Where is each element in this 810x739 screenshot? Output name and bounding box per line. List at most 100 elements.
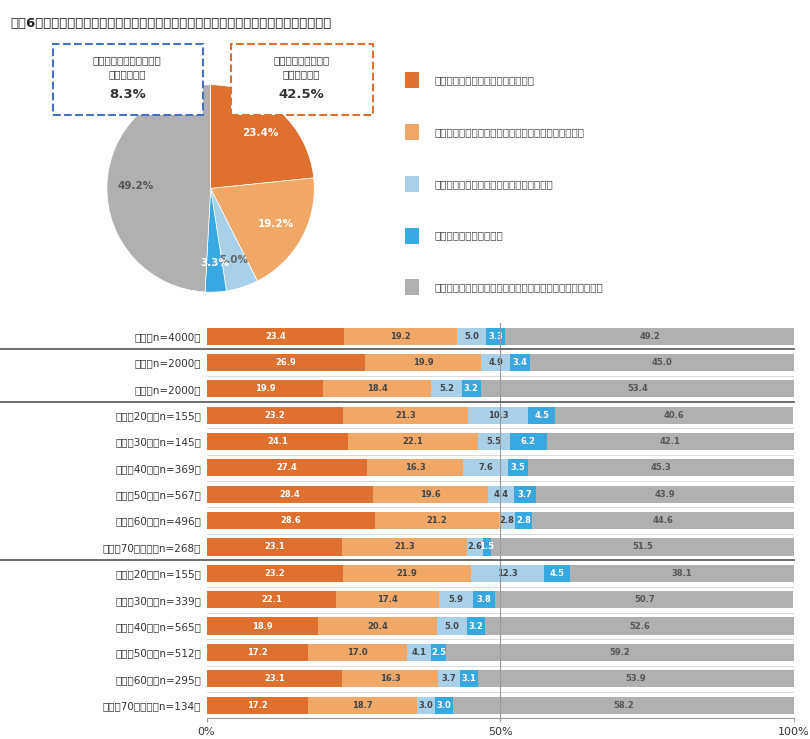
Bar (488, 486, 514, 503)
Bar (555, 406, 793, 423)
Bar (207, 381, 323, 398)
Wedge shape (211, 188, 258, 291)
Text: 43.9: 43.9 (654, 490, 676, 499)
Text: 17.2: 17.2 (247, 701, 267, 709)
Bar (207, 460, 368, 477)
Text: 3.0: 3.0 (437, 701, 451, 709)
Text: 27.4: 27.4 (277, 463, 297, 472)
Text: 23.1: 23.1 (264, 542, 285, 551)
Bar (467, 539, 483, 556)
Text: 3.7: 3.7 (441, 674, 456, 684)
Bar (207, 618, 318, 635)
Bar (417, 697, 435, 714)
Text: 5.9: 5.9 (449, 595, 463, 605)
Bar (438, 591, 473, 608)
Text: 7.6: 7.6 (478, 463, 493, 472)
Bar (405, 279, 419, 296)
Text: 3.1: 3.1 (462, 674, 476, 684)
Text: 19.9: 19.9 (412, 358, 433, 367)
Text: 17.2: 17.2 (247, 648, 267, 657)
Bar (528, 406, 555, 423)
Bar (342, 539, 467, 556)
Bar (547, 433, 794, 450)
Bar (510, 433, 547, 450)
Text: 8.3%: 8.3% (109, 88, 146, 101)
Bar (207, 327, 344, 344)
Bar (207, 512, 374, 529)
Bar (207, 354, 364, 371)
Text: 6.2: 6.2 (521, 437, 536, 446)
Text: 59.2: 59.2 (610, 648, 630, 657)
Text: 17.0: 17.0 (347, 648, 368, 657)
Text: 2.6: 2.6 (467, 542, 483, 551)
Text: と回答した人: と回答した人 (109, 69, 146, 79)
Bar (570, 565, 794, 582)
Bar (481, 354, 510, 371)
Text: オンラインで参加したい: オンラインで参加したい (93, 55, 161, 66)
Bar (435, 697, 453, 714)
Bar (510, 354, 530, 371)
Text: 3.5: 3.5 (510, 463, 526, 472)
Text: 45.3: 45.3 (651, 463, 671, 472)
Bar (486, 327, 505, 344)
Text: 21.2: 21.2 (426, 516, 447, 525)
Text: 21.3: 21.3 (394, 542, 415, 551)
Bar (405, 124, 419, 140)
Bar (544, 565, 570, 582)
Text: 1.5: 1.5 (480, 542, 494, 551)
Bar (323, 381, 432, 398)
Text: 16.3: 16.3 (405, 463, 426, 472)
Text: 23.4: 23.4 (265, 332, 286, 341)
Text: 3.7: 3.7 (518, 490, 532, 499)
Bar (536, 486, 794, 503)
Text: 5.2: 5.2 (439, 384, 454, 393)
Text: 2.8: 2.8 (516, 516, 531, 525)
Bar (496, 591, 793, 608)
Text: 3.2: 3.2 (464, 384, 479, 393)
Bar (515, 512, 532, 529)
Bar (499, 512, 515, 529)
Bar (508, 460, 528, 477)
Text: 23.1: 23.1 (264, 674, 285, 684)
Bar (207, 644, 308, 661)
Bar (348, 433, 478, 450)
Text: 図表6「あなたは、これから忘年会や新年会があったら、参加したいですか。」への回答: 図表6「あなたは、これから忘年会や新年会があったら、参加したいですか。」への回答 (11, 17, 332, 30)
Bar (463, 460, 508, 477)
Text: 4.9: 4.9 (488, 358, 503, 367)
Wedge shape (107, 85, 211, 292)
Bar (407, 644, 432, 661)
Text: 3.2: 3.2 (469, 621, 484, 630)
Text: 26.9: 26.9 (275, 358, 296, 367)
Bar (432, 381, 462, 398)
Text: 16.3: 16.3 (380, 674, 400, 684)
Text: 対面型（オフライン）でも、オンラインでも参加したくない: 対面型（オフライン）でも、オンラインでも参加したくない (434, 282, 603, 293)
Text: オンラインで参加したい: オンラインで参加したい (434, 231, 503, 241)
Bar (446, 644, 794, 661)
Text: 50.7: 50.7 (634, 595, 654, 605)
Text: 19.2%: 19.2% (258, 219, 294, 229)
Bar (473, 591, 496, 608)
Text: どちらかといえばオンラインで参加したい: どちらかといえばオンラインで参加したい (434, 179, 553, 188)
Text: 24.1: 24.1 (266, 437, 288, 446)
Text: 18.9: 18.9 (252, 621, 272, 630)
Text: 28.4: 28.4 (279, 490, 301, 499)
Bar (467, 618, 485, 635)
Text: 10.3: 10.3 (488, 411, 509, 420)
Text: 53.9: 53.9 (626, 674, 646, 684)
Bar (505, 327, 795, 344)
Text: 23.4%: 23.4% (242, 128, 279, 138)
Bar (207, 433, 348, 450)
Bar (308, 697, 417, 714)
Bar (405, 72, 419, 88)
Bar (437, 618, 467, 635)
Text: 42.5%: 42.5% (279, 88, 324, 101)
Bar (462, 381, 481, 398)
Bar (514, 486, 536, 503)
FancyBboxPatch shape (53, 44, 202, 115)
Bar (457, 327, 486, 344)
Text: 17.4: 17.4 (377, 595, 398, 605)
FancyBboxPatch shape (231, 44, 373, 115)
Text: 21.3: 21.3 (395, 411, 416, 420)
Bar (478, 433, 510, 450)
Bar (344, 327, 457, 344)
